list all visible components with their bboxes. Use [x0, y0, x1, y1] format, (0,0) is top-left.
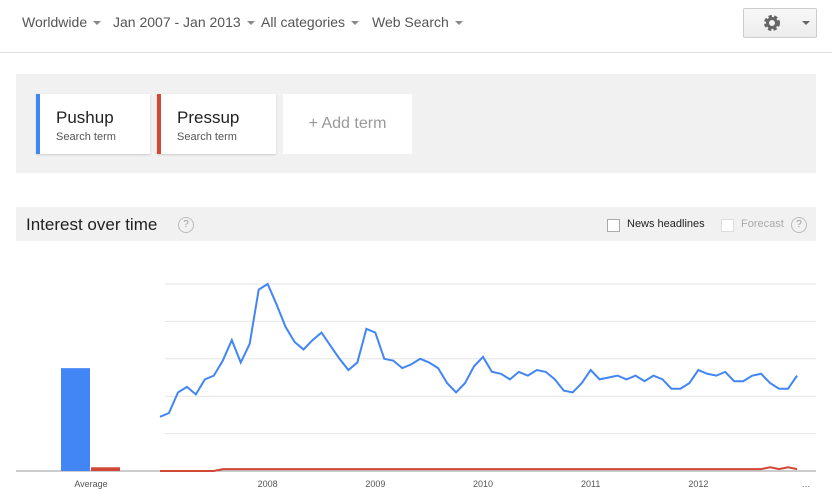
- x-tick-label: 2012: [688, 479, 708, 489]
- term-subtitle: Search term: [56, 131, 116, 143]
- checkbox[interactable]: [721, 219, 734, 232]
- filter[interactable]: Web Search: [372, 14, 463, 30]
- filter[interactable]: Worldwide: [22, 14, 102, 30]
- series-line: [159, 282, 798, 418]
- settings-button[interactable]: [743, 8, 817, 38]
- average-label: Average: [74, 479, 107, 489]
- average-bar: [61, 368, 90, 471]
- term-name: Pressup: [177, 108, 240, 127]
- filter-label: Worldwide: [22, 14, 88, 30]
- term-subtitle: Search term: [177, 131, 237, 143]
- section-title: Interest over time: [26, 215, 158, 234]
- term-name: Pushup: [56, 108, 114, 127]
- x-tick-label: 2009: [365, 479, 385, 489]
- chart: 2008 2009 2010 2011 2012 … Average: [16, 282, 816, 489]
- series-line: [160, 466, 798, 472]
- option-label: Forecast: [741, 218, 784, 230]
- section-header: Interest over time ? News headlines Fore…: [16, 207, 816, 241]
- x-tick-label: 2008: [258, 479, 278, 489]
- filter[interactable]: Jan 2007 - Jan 2013: [113, 14, 255, 30]
- help-icon[interactable]: ?: [178, 217, 194, 233]
- toolbar: Worldwide Jan 2007 - Jan 2013 All catego…: [0, 0, 832, 53]
- x-tick-label: 2011: [581, 479, 600, 489]
- checkbox[interactable]: [607, 219, 620, 232]
- x-tick-label: …: [802, 479, 811, 489]
- term-card[interactable]: Pushup Search term: [36, 94, 150, 154]
- option-label: News headlines: [627, 218, 705, 230]
- filter-label: All categories: [261, 14, 346, 30]
- average-bar: [91, 467, 120, 471]
- filter-label: Jan 2007 - Jan 2013: [113, 14, 241, 30]
- x-tick-label: 2010: [473, 479, 493, 489]
- filter-label: Web Search: [372, 14, 449, 30]
- filter[interactable]: All categories: [261, 14, 360, 30]
- help-icon[interactable]: ?: [791, 217, 807, 233]
- gear-icon: [764, 15, 810, 31]
- term-card[interactable]: Pressup Search term: [157, 94, 276, 154]
- add-term[interactable]: + Add term: [283, 94, 412, 154]
